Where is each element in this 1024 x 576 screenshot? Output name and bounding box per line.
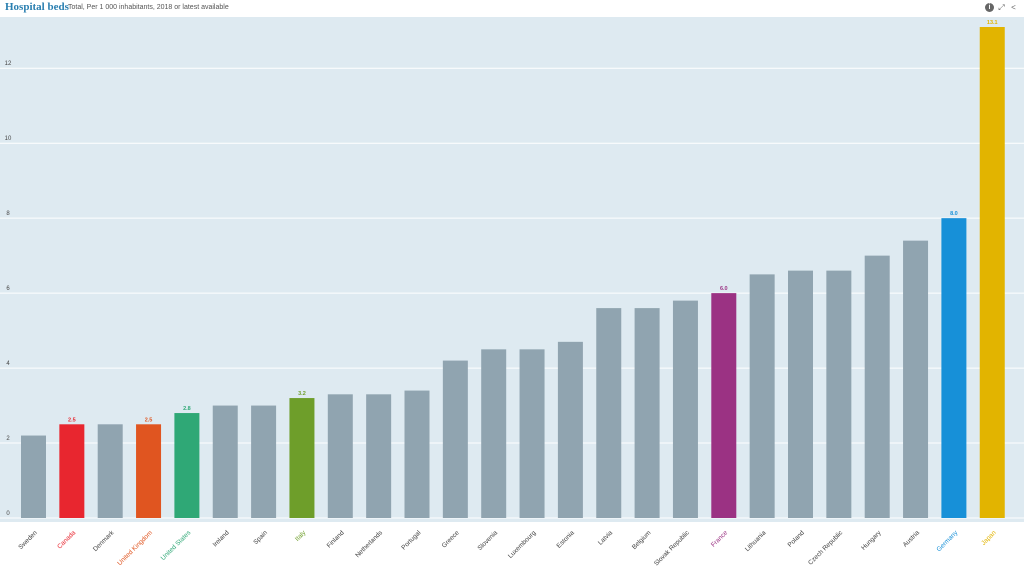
x-tick-label: Ireland — [212, 529, 231, 548]
chart-subtitle: Total, Per 1 000 inhabitants, 2018 or la… — [68, 4, 229, 11]
bar — [903, 240, 929, 518]
data-label: 3.2 — [298, 391, 306, 397]
x-tick-label: Japan — [980, 529, 998, 547]
x-tick-label: Slovak Republic — [653, 529, 691, 567]
y-tick-label: 12 — [5, 61, 12, 67]
y-tick-label: 8 — [6, 211, 10, 217]
bar — [289, 398, 315, 518]
x-tick-label: Belgium — [631, 529, 653, 551]
x-tick-label: Netherlands — [354, 529, 384, 559]
data-label: 13.1 — [987, 20, 998, 26]
x-tick-label: Denmark — [92, 529, 116, 553]
share-icon[interactable]: < — [1011, 3, 1016, 12]
y-tick-label: 6 — [6, 286, 10, 292]
bar — [788, 270, 813, 518]
bar — [136, 424, 162, 518]
x-tick-label: United States — [160, 529, 193, 562]
x-tick-label: United Kingdom — [116, 529, 154, 567]
bar — [596, 308, 622, 518]
bar — [672, 300, 698, 518]
data-label: 2.8 — [183, 406, 191, 412]
x-tick-label: France — [710, 529, 730, 549]
y-tick-label: 10 — [5, 136, 12, 142]
bar — [366, 394, 392, 518]
bar — [941, 218, 967, 519]
bar — [979, 27, 1005, 518]
x-tick-label: Poland — [787, 529, 807, 549]
y-tick-label: 4 — [6, 361, 10, 367]
x-tick-label: Finland — [326, 529, 346, 549]
bar — [442, 360, 468, 518]
bar — [174, 413, 200, 518]
x-tick-label: Sweden — [17, 529, 39, 551]
bar — [251, 405, 277, 518]
x-tick-label: Lithuania — [744, 529, 768, 553]
data-label: 6.0 — [720, 286, 728, 292]
bar — [519, 349, 545, 518]
x-tick-label: Canada — [56, 529, 77, 550]
bar — [327, 394, 353, 518]
bar — [711, 293, 737, 518]
x-tick-label: Spain — [252, 529, 269, 546]
x-tick-label: Slovenia — [477, 529, 500, 552]
y-tick-label: 2 — [6, 436, 10, 442]
bar — [481, 349, 507, 518]
info-icon[interactable]: i — [985, 3, 994, 12]
x-tick-label: Hungary — [860, 529, 883, 552]
plot-area — [0, 17, 1024, 522]
bar — [826, 270, 852, 518]
y-tick-label: 0 — [6, 511, 10, 517]
x-tick-label: Austria — [902, 529, 922, 549]
x-tick-label: Portugal — [400, 529, 422, 551]
toolbar: i ⤢ < — [985, 3, 1018, 12]
bar — [404, 390, 430, 518]
bar — [749, 274, 775, 518]
bar — [59, 424, 85, 518]
x-tick-label: Luxembourg — [507, 529, 538, 560]
x-tick-label: Greece — [441, 529, 461, 549]
fullscreen-icon[interactable]: ⤢ — [998, 3, 1005, 12]
bar — [864, 255, 890, 518]
bar — [21, 435, 46, 518]
bar — [212, 405, 238, 518]
x-tick-label: Estonia — [556, 529, 577, 550]
bar — [97, 424, 123, 518]
data-label: 8.0 — [950, 211, 958, 217]
data-label: 2.5 — [68, 417, 76, 423]
chart-header: Hospital beds Total, Per 1 000 inhabitan… — [0, 0, 1024, 16]
bar — [557, 341, 583, 518]
x-tick-label: Latvia — [597, 529, 614, 546]
data-label: 2.5 — [145, 417, 153, 423]
chart-title: Hospital beds — [5, 1, 69, 13]
bar — [634, 308, 660, 518]
x-tick-label: Czech Republic — [807, 529, 845, 567]
x-tick-label: Germany — [935, 529, 959, 553]
x-tick-label: Italy — [294, 529, 308, 543]
